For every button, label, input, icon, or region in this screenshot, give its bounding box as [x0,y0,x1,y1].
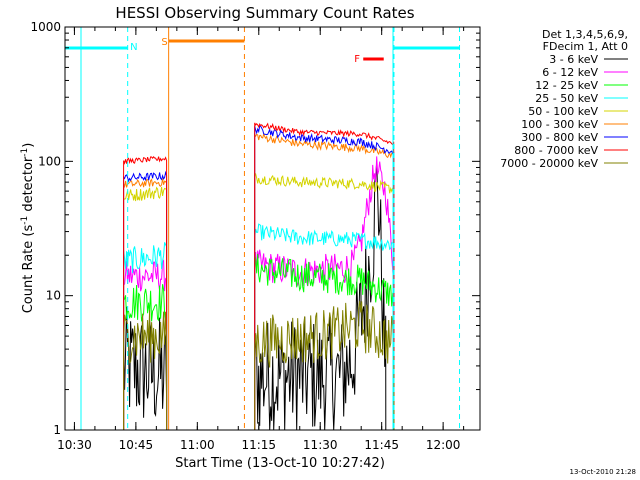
series-trace [123,284,168,430]
x-tick-label: 12:00 [426,438,461,452]
legend-entry-label: 50 - 100 keV [528,105,598,118]
series-7000to20000keV-kev [123,300,395,431]
series-trace [123,186,168,430]
series-12to25keV-kev [123,253,395,431]
y-axis-label-exponent: -1 [20,216,30,225]
legend-entry-label: 300 - 800 keV [521,131,598,144]
event-label: S [161,37,167,48]
legend: Det 1,3,4,5,6,9, FDecim 1, Att 0 3 - 6 k… [500,28,628,170]
series-trace [254,125,395,431]
series-trace [123,259,168,430]
legend-entry-label: 3 - 6 keV [549,53,598,66]
plot-frame [64,26,481,431]
y-axis-label-part: Count Rate (s [21,225,36,314]
series-trace [123,178,168,430]
timestamp: 13-Oct-2010 21:28 [570,468,636,476]
legend-entry-label: 7000 - 20000 keV [500,157,598,170]
x-tick-label: 11:00 [180,438,215,452]
legend-entry-label: 800 - 7000 keV [514,144,598,157]
series-trace [123,155,168,430]
series-trace [254,172,395,431]
y-axis-label: Count Rate (s-1 detector-1) [20,143,36,314]
series-trace [123,170,168,430]
chart-title: HESSI Observing Summary Count Rates [115,4,414,22]
legend-header-line: Det 1,3,4,5,6,9, [542,28,628,41]
event-label: N [130,42,137,53]
x-tick-label: 11:45 [364,438,399,452]
series-trace [123,310,168,430]
x-tick-label: 11:30 [303,438,338,452]
y-axis-label-part: ) [21,143,36,148]
series-trace [254,156,395,431]
event-label: F [354,54,360,65]
series-trace [254,223,395,431]
legend-entry-label: 100 - 300 keV [521,118,598,131]
y-axis-label-exponent: -1 [20,148,30,157]
legend-header-line: FDecim 1, Att 0 [543,40,628,53]
data-layer [123,122,395,431]
series-trace [254,253,395,431]
series-trace [254,122,395,431]
series-300to800keV-kev [123,125,395,431]
x-tick-label: 10:45 [119,438,154,452]
series-800to7000keV-kev [123,122,395,431]
x-axis-label: Start Time (13-Oct-10 10:27:42) [175,456,385,471]
y-tick-label: 100 [38,154,61,168]
series-50to100keV-kev [123,172,395,431]
legend-entry-label: 6 - 12 keV [542,66,598,79]
event-layer: N S F [64,27,461,430]
x-tick-label: 10:30 [57,438,92,452]
y-tick-label: 10 [46,289,61,303]
y-tick-label: 1000 [30,20,61,34]
x-tick-label: 11:15 [241,438,276,452]
series-trace [123,242,168,430]
y-tick-label: 1 [53,423,61,437]
axis-layer: 10:30 10:45 11:00 11:15 11:30 11:45 12:00 1 10 10… [30,20,480,452]
series-trace [254,300,395,431]
series-25to50keV-kev [123,223,395,431]
legend-entry-label: 12 - 25 keV [535,79,598,92]
y-axis-label-part: detector [21,156,36,216]
legend-entry-label: 25 - 50 keV [535,92,598,105]
